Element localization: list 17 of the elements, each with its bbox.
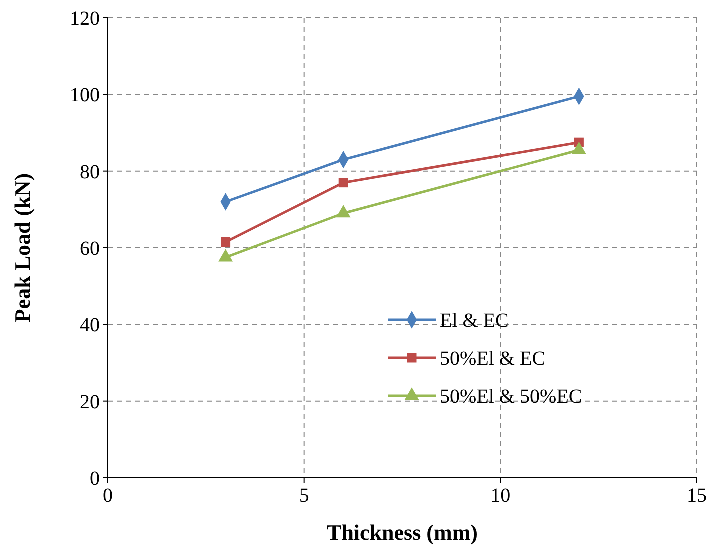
y-tick-label: 20: [80, 391, 100, 414]
y-axis-title: Peak Load (kN): [10, 173, 35, 323]
x-tick-label: 5: [299, 485, 310, 507]
x-axis-title: Thickness (mm): [327, 520, 478, 545]
legend-label: 50%El & 50%EC: [440, 386, 582, 408]
y-tick-label: 40: [80, 314, 100, 337]
x-tick-label: 10: [490, 485, 511, 507]
point: [221, 238, 231, 247]
point: [338, 178, 348, 188]
y-tick-label: 0: [90, 468, 100, 490]
y-tick-label: 60: [80, 238, 100, 260]
y-tick-label: 80: [80, 161, 100, 184]
y-tick-label: 120: [70, 8, 100, 30]
legend-label: 50%El & EC: [440, 348, 546, 370]
legend-label: El & EC: [440, 310, 509, 332]
x-tick-label: 15: [687, 485, 707, 507]
y-tick-label: 100: [70, 84, 100, 107]
